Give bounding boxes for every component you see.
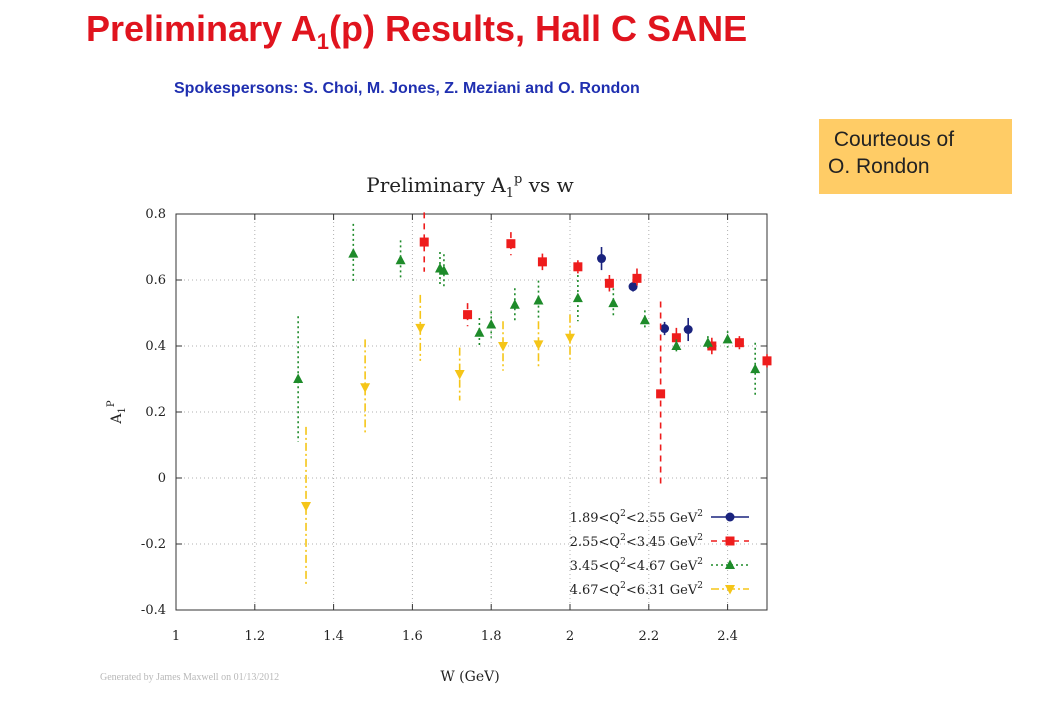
- data-point: [722, 333, 733, 344]
- x-tick-label: 1: [172, 629, 180, 644]
- data-point: [565, 333, 575, 344]
- legend-marker-4: [725, 585, 735, 595]
- data-point: [632, 273, 642, 283]
- legend-marker-2: [725, 536, 735, 546]
- data-point: [628, 282, 638, 292]
- data-point: [438, 265, 449, 275]
- y-tick-label: -0.4: [141, 603, 166, 618]
- y-tick-label: 0.6: [145, 273, 166, 288]
- data-point: [454, 370, 465, 380]
- data-point: [474, 327, 485, 337]
- y-axis-label: A1P: [106, 400, 128, 425]
- spokespersons-subtitle: Spokespersons: S. Choi, M. Jones, Z. Mez…: [174, 80, 640, 97]
- data-point: [671, 340, 682, 350]
- chart-title-superscript: p: [514, 172, 522, 187]
- chart-legend: 1.89<Q2<2.55 GeV2 2.55<Q2<3.45 GeV2 3.45<Q…: [570, 509, 749, 598]
- data-point: [683, 325, 693, 334]
- legend-label-4: 4.67<Q2<6.31 GeV2: [570, 581, 703, 598]
- data-point: [702, 337, 713, 347]
- legend-label-3: 3.45<Q2<4.67 GeV2: [570, 557, 703, 574]
- legend-marker-3: [725, 559, 735, 569]
- data-point: [533, 340, 544, 350]
- y-tick-label: 0: [158, 471, 166, 486]
- series-3: [293, 223, 761, 442]
- y-axis-label-main: A: [109, 413, 125, 425]
- data-point: [506, 239, 516, 249]
- x-tick-label: 1.6: [402, 629, 423, 644]
- series-2: [419, 212, 772, 487]
- courtesy-line-1: Courteous of: [828, 128, 955, 151]
- legend-label-1: 1.89<Q2<2.55 GeV2: [570, 509, 703, 526]
- courtesy-note: Courteous of O. Rondon: [819, 119, 1012, 194]
- x-axis-label: W (GeV): [440, 669, 499, 685]
- generated-footer: Generated by James Maxwell on 01/13/2012: [100, 672, 280, 683]
- data-point: [486, 319, 497, 329]
- data-point: [533, 294, 544, 305]
- y-tick-label: 0.8: [145, 207, 166, 222]
- data-point: [348, 248, 359, 258]
- data-point: [608, 297, 619, 308]
- slide-title-main: Preliminary A: [86, 8, 317, 49]
- x-tick-label: 2.4: [717, 629, 738, 644]
- x-tick-label: 2: [566, 629, 574, 644]
- y-axis-label-subscript: 1: [117, 407, 128, 413]
- legend-label-2: 2.55<Q2<3.45 GeV2: [570, 533, 703, 550]
- chart-axes: 1 1.2 1.4 1.6 1.8 2 2.2 2.4 -0.4 -0.2 0 0.2 0.4 0.6 0.…: [141, 207, 768, 644]
- data-point: [656, 389, 666, 399]
- x-tick-label: 1.8: [481, 629, 502, 644]
- data-point: [537, 257, 547, 267]
- chart-title-rest: vs w: [522, 173, 573, 197]
- data-point: [573, 262, 583, 272]
- data-point: [604, 278, 614, 288]
- chart-title-subscript: 1: [506, 186, 514, 201]
- data-point: [293, 373, 304, 383]
- y-tick-label: -0.2: [141, 537, 166, 552]
- data-point: [671, 333, 681, 343]
- series-1: [597, 247, 693, 342]
- data-point: [498, 342, 509, 352]
- x-tick-label: 2.2: [638, 629, 659, 644]
- chart-title: Preliminary A1p vs w: [366, 172, 574, 201]
- data-point: [660, 324, 670, 334]
- data-point: [463, 310, 473, 320]
- data-point: [395, 254, 406, 265]
- x-tick-label: 1.4: [323, 629, 344, 644]
- x-tick-label: 1.2: [244, 629, 265, 644]
- y-tick-label: 0.2: [145, 405, 166, 420]
- data-point: [419, 237, 429, 247]
- legend-marker-1: [725, 512, 735, 522]
- series-4: [301, 294, 575, 586]
- slide-title: Preliminary A1(p) Results, Hall C SANE: [86, 8, 747, 55]
- chart-title-main: Preliminary A: [366, 173, 506, 197]
- data-point: [597, 254, 607, 264]
- slide-title-rest: (p) Results, Hall C SANE: [329, 8, 748, 49]
- data-point: [572, 292, 583, 303]
- data-point: [415, 323, 426, 334]
- data-point: [509, 299, 520, 309]
- courtesy-line-2: O. Rondon: [828, 155, 930, 178]
- data-point: [762, 356, 772, 366]
- y-tick-label: 0.4: [145, 339, 166, 354]
- y-axis-label-superscript: P: [106, 400, 117, 407]
- data-point: [734, 338, 744, 348]
- data-point: [360, 383, 371, 393]
- chart-grid: [175, 213, 767, 611]
- data-point: [639, 314, 650, 325]
- slide-title-subscript: 1: [316, 29, 330, 55]
- data-point: [301, 502, 312, 512]
- chart-data-layer: [293, 212, 772, 586]
- data-point: [750, 363, 761, 374]
- plot-frame: [175, 213, 768, 611]
